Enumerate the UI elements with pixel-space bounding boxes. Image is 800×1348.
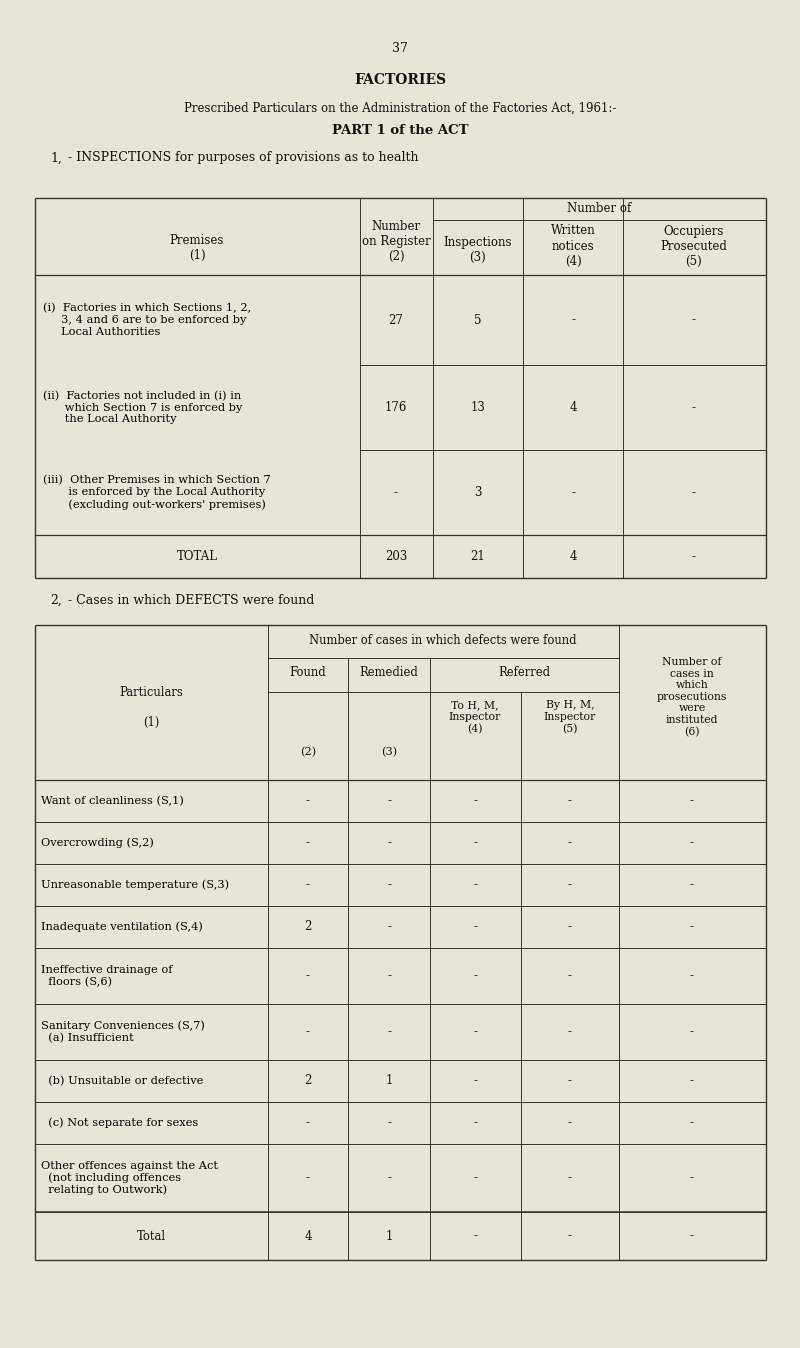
Text: -: - xyxy=(387,1026,391,1038)
Text: -: - xyxy=(306,837,310,849)
Text: -: - xyxy=(690,921,694,934)
Text: -: - xyxy=(568,1229,572,1243)
Text: 2: 2 xyxy=(304,921,312,934)
Text: By H, M,
Inspector
(5): By H, M, Inspector (5) xyxy=(544,700,596,733)
Text: (i)  Factories in which Sections 1, 2,
     3, 4 and 6 are to be enforced by
   : (i) Factories in which Sections 1, 2, 3,… xyxy=(43,303,251,337)
Text: FACTORIES: FACTORIES xyxy=(354,73,446,88)
Text: -: - xyxy=(473,1171,477,1185)
Text: 21: 21 xyxy=(470,550,486,563)
Text: 4: 4 xyxy=(304,1229,312,1243)
Text: -: - xyxy=(690,837,694,849)
Text: -: - xyxy=(306,969,310,983)
Text: -: - xyxy=(473,837,477,849)
Text: Particulars: Particulars xyxy=(119,686,183,698)
Text: -: - xyxy=(387,1171,391,1185)
Text: Prescribed Particulars on the Administration of the Factories Act, 1961:-: Prescribed Particulars on the Administra… xyxy=(184,101,616,115)
Text: 5: 5 xyxy=(474,314,482,326)
Text: -: - xyxy=(692,400,696,414)
Text: Found: Found xyxy=(290,666,326,679)
Text: 2: 2 xyxy=(304,1074,312,1088)
Text: -: - xyxy=(387,879,391,891)
Text: (c) Not separate for sexes: (c) Not separate for sexes xyxy=(41,1117,198,1128)
Text: Number of: Number of xyxy=(567,202,631,216)
Text: Unreasonable temperature (S,3): Unreasonable temperature (S,3) xyxy=(41,880,229,890)
Text: -: - xyxy=(306,794,310,807)
Text: Total: Total xyxy=(137,1229,166,1243)
Text: -: - xyxy=(571,314,575,326)
Text: -: - xyxy=(473,921,477,934)
Text: -: - xyxy=(568,1074,572,1088)
Text: 4: 4 xyxy=(570,550,577,563)
Text: -: - xyxy=(571,487,575,499)
Text: Premises
(1): Premises (1) xyxy=(170,235,224,262)
Text: -: - xyxy=(690,1171,694,1185)
Text: -: - xyxy=(473,1074,477,1088)
Text: Referred: Referred xyxy=(498,666,550,679)
Text: -: - xyxy=(473,794,477,807)
Text: 37: 37 xyxy=(392,42,408,54)
Text: Remedied: Remedied xyxy=(359,666,418,679)
Text: (ii)  Factories not included in (i) in
      which Section 7 is enforced by
    : (ii) Factories not included in (i) in wh… xyxy=(43,391,242,425)
Text: (1): (1) xyxy=(143,716,159,728)
Text: -: - xyxy=(306,1026,310,1038)
Text: TOTAL: TOTAL xyxy=(177,550,218,563)
Text: -: - xyxy=(692,487,696,499)
Text: 176: 176 xyxy=(385,400,407,414)
Text: -: - xyxy=(690,1229,694,1243)
Text: Inspections
(3): Inspections (3) xyxy=(444,236,512,264)
Text: 13: 13 xyxy=(470,400,486,414)
Text: -: - xyxy=(568,879,572,891)
Text: -: - xyxy=(387,1116,391,1130)
Text: -: - xyxy=(387,969,391,983)
Text: -: - xyxy=(690,969,694,983)
Text: 3: 3 xyxy=(474,487,482,499)
Text: -: - xyxy=(690,1074,694,1088)
Text: -: - xyxy=(690,794,694,807)
Text: Overcrowding (S,2): Overcrowding (S,2) xyxy=(41,837,154,848)
Text: -: - xyxy=(306,1116,310,1130)
Text: -: - xyxy=(473,969,477,983)
Text: -: - xyxy=(692,314,696,326)
Text: - INSPECTIONS for purposes of provisions as to health: - INSPECTIONS for purposes of provisions… xyxy=(68,151,418,164)
Text: Number of cases in which defects were found: Number of cases in which defects were fo… xyxy=(309,635,577,647)
Text: (iii)  Other Premises in which Section 7
       is enforced by the Local Authori: (iii) Other Premises in which Section 7 … xyxy=(43,476,270,510)
Text: -: - xyxy=(473,1116,477,1130)
Text: -: - xyxy=(473,1229,477,1243)
Text: Occupiers
Prosecuted
(5): Occupiers Prosecuted (5) xyxy=(661,225,727,267)
Text: Other offences against the Act
  (not including offences
  relating to Outwork): Other offences against the Act (not incl… xyxy=(41,1161,218,1196)
Text: 203: 203 xyxy=(385,550,407,563)
Text: To H, M,
Inspector
(4): To H, M, Inspector (4) xyxy=(449,700,501,733)
Text: -: - xyxy=(692,550,696,563)
Text: 1,: 1, xyxy=(50,151,62,164)
Text: -: - xyxy=(387,794,391,807)
Text: -: - xyxy=(568,969,572,983)
Text: 27: 27 xyxy=(389,314,403,326)
Text: 1: 1 xyxy=(386,1074,393,1088)
Text: (b) Unsuitable or defective: (b) Unsuitable or defective xyxy=(41,1076,203,1086)
Text: -: - xyxy=(387,837,391,849)
Text: Number of
cases in
which
prosecutions
were
instituted
(6): Number of cases in which prosecutions we… xyxy=(657,656,727,737)
Text: 1: 1 xyxy=(386,1229,393,1243)
Text: -: - xyxy=(306,879,310,891)
Text: -: - xyxy=(568,837,572,849)
Text: Sanitary Conveniences (S,7)
  (a) Insufficient: Sanitary Conveniences (S,7) (a) Insuffic… xyxy=(41,1020,205,1043)
Text: Ineffective drainage of
  floors (S,6): Ineffective drainage of floors (S,6) xyxy=(41,965,173,987)
Text: -: - xyxy=(306,1171,310,1185)
Text: Inadequate ventilation (S,4): Inadequate ventilation (S,4) xyxy=(41,922,203,933)
Text: -: - xyxy=(568,921,572,934)
Text: -: - xyxy=(690,1116,694,1130)
Text: -: - xyxy=(394,487,398,499)
Text: Written
notices
(4): Written notices (4) xyxy=(550,225,595,267)
Text: -: - xyxy=(568,1026,572,1038)
Text: -: - xyxy=(387,921,391,934)
Text: -: - xyxy=(690,879,694,891)
Text: PART 1 of the ACT: PART 1 of the ACT xyxy=(332,124,468,136)
Text: -: - xyxy=(473,1026,477,1038)
Text: -: - xyxy=(473,879,477,891)
Text: 4: 4 xyxy=(570,400,577,414)
Text: Number
on Register
(2): Number on Register (2) xyxy=(362,220,430,263)
Text: - Cases in which DEFECTS were found: - Cases in which DEFECTS were found xyxy=(68,593,314,607)
Text: -: - xyxy=(568,1116,572,1130)
Text: (3): (3) xyxy=(381,747,397,758)
Text: (2): (2) xyxy=(300,747,316,758)
